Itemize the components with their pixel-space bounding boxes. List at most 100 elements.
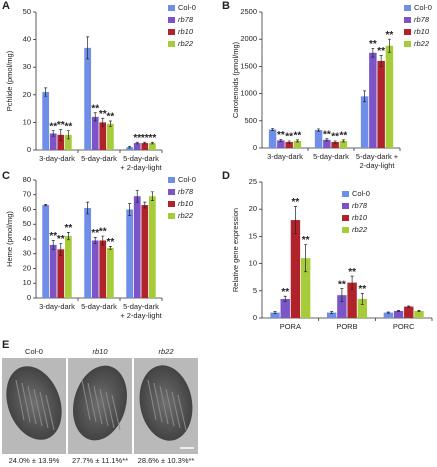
bar — [327, 312, 337, 318]
x-label-box: 5-day-dark — [81, 302, 117, 311]
bar — [126, 209, 134, 298]
micrograph-title: rb10 — [92, 347, 108, 356]
error-bar — [108, 120, 112, 127]
thylakoid — [153, 382, 163, 423]
bar — [106, 247, 114, 298]
legend-swatch — [404, 17, 411, 23]
legend-swatch — [168, 177, 175, 183]
error-bar — [135, 141, 139, 145]
significance: ** — [49, 231, 57, 242]
error-bar — [44, 203, 48, 207]
significance: ** — [57, 234, 65, 245]
legend-label: rb22 — [352, 225, 368, 234]
thylakoid — [159, 385, 169, 425]
x-label-box: 5-day-dark + 2-day-light — [120, 154, 162, 172]
x-tick-label: 3-day-dark — [267, 152, 303, 161]
legend-label: Col-0 — [178, 175, 196, 184]
chloroplast — [73, 365, 127, 441]
y-tick-label: 1000 — [240, 89, 257, 98]
y-tick-label: 10 — [23, 117, 31, 126]
error-bar — [371, 48, 375, 58]
bar — [357, 298, 367, 318]
error-bar — [59, 243, 63, 256]
error-bar — [340, 288, 344, 303]
error-bar — [407, 305, 411, 308]
x-tick-label: 5-day-dark + 2-day-light — [120, 154, 162, 172]
chloroplast — [139, 365, 193, 441]
y-tick-label: 40 — [23, 234, 31, 243]
thylakoid — [147, 379, 157, 421]
bar — [360, 96, 369, 148]
x-tick-label: 5-day-dark — [313, 152, 349, 161]
legend-swatch — [404, 5, 411, 11]
legend-label: rb10 — [178, 27, 194, 36]
legend-label: Col-0 — [352, 189, 370, 198]
y-tick-label: 20 — [23, 263, 31, 272]
y-tick-label: 0 — [253, 143, 257, 152]
chloroplast — [6, 366, 62, 440]
bar — [133, 143, 141, 150]
error-bar — [143, 141, 147, 145]
micrograph-title: rb22 — [158, 347, 174, 356]
y-tick-label: 30 — [23, 62, 31, 71]
thylakoid — [171, 391, 181, 429]
significance: ** — [64, 121, 72, 132]
significance: ** — [358, 284, 366, 295]
bar — [393, 310, 404, 318]
legend-label: rb78 — [178, 15, 194, 24]
legend-label: rb22 — [178, 211, 194, 220]
legend-swatch — [168, 201, 175, 207]
error-bar — [101, 235, 105, 246]
legend-label: rb10 — [414, 27, 430, 36]
y-tick-label: 1500 — [240, 61, 257, 70]
error-bar — [379, 55, 383, 67]
significance: ** — [91, 228, 99, 239]
x-label-box: PORA — [280, 322, 301, 331]
legend-swatch — [342, 227, 349, 233]
bar — [42, 205, 50, 298]
error-bar — [143, 201, 147, 209]
error-bar — [273, 311, 277, 314]
panel-letter: C — [2, 170, 10, 182]
y-tick-label: 20 — [23, 90, 31, 99]
error-bar — [66, 232, 70, 241]
legend-swatch — [404, 29, 411, 35]
error-bar — [363, 90, 367, 103]
error-bar — [150, 191, 154, 201]
bar — [268, 129, 277, 148]
panel-letter: A — [2, 0, 10, 12]
y-tick-label: 10 — [23, 278, 31, 287]
significance: ** — [292, 197, 300, 208]
significance: ** — [64, 223, 72, 234]
error-bar — [150, 141, 154, 145]
significance: ** — [277, 130, 285, 141]
y-tick-label: 30 — [23, 249, 31, 258]
legend-label: rb78 — [178, 187, 194, 196]
error-bar — [279, 138, 283, 142]
x-label-box: 5-day-dark + 2-day-light — [120, 302, 161, 320]
bar — [141, 143, 149, 150]
significance: ** — [106, 112, 114, 123]
panel-letter: E — [2, 339, 9, 351]
y-tick-label: 15 — [249, 231, 257, 240]
error-bar — [287, 140, 291, 144]
x-tick-label: 3-day-dark — [39, 302, 75, 311]
significance: ** — [369, 39, 377, 50]
error-bar — [101, 117, 105, 127]
bar — [293, 140, 302, 148]
y-tick-label: 0 — [27, 293, 31, 302]
thylakoid — [111, 394, 121, 431]
y-tick-label: 2000 — [240, 34, 257, 43]
error-bar — [397, 310, 401, 312]
significance: ** — [285, 132, 293, 143]
significance: ** — [141, 133, 149, 144]
bar — [404, 306, 414, 318]
thylakoid — [87, 382, 97, 423]
x-tick-label: 3-day-dark — [39, 154, 75, 163]
bar — [377, 60, 385, 148]
legend-swatch — [404, 41, 411, 47]
error-bar — [341, 139, 345, 143]
thylakoid — [15, 379, 25, 421]
bar — [106, 123, 114, 150]
bar — [347, 282, 357, 318]
